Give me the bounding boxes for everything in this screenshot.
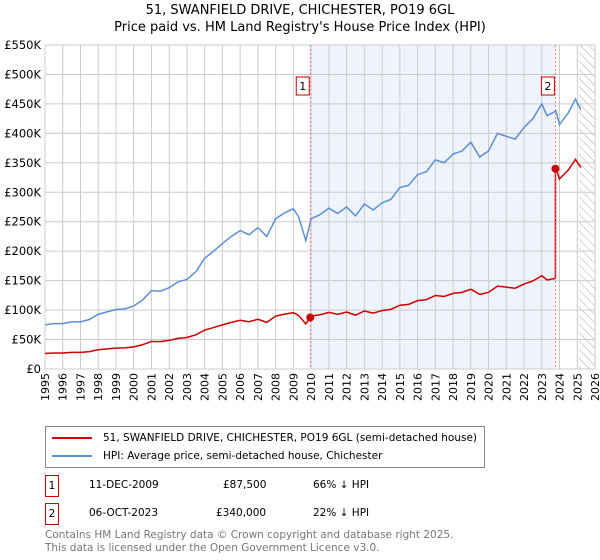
y-tick-label: £400K (4, 126, 41, 140)
x-tick-label: 2005 (216, 373, 229, 401)
x-tick-label: 1998 (92, 373, 105, 401)
price-paid-line (44, 157, 582, 355)
x-tick-label: 2009 (287, 373, 300, 401)
y-tick-label: £550K (4, 38, 41, 52)
x-tick-label: 2016 (412, 373, 425, 401)
x-tick-label: 2012 (341, 373, 354, 401)
x-tick-label: 2011 (323, 373, 336, 401)
x-tick-label: 2019 (465, 373, 478, 401)
x-tick-label: 2000 (128, 373, 141, 401)
legend-item-price: 51, SWANFIELD DRIVE, CHICHESTER, PO19 6G… (52, 430, 477, 446)
x-tick-label: 2020 (483, 373, 496, 401)
sale-price: £340,000 (216, 507, 267, 519)
x-tick-label: 2015 (394, 373, 407, 401)
x-tick-label: 2001 (145, 373, 158, 401)
sale-label: 1 (299, 80, 306, 93)
x-tick-label: 2022 (518, 373, 531, 401)
x-tick-label: 1999 (110, 373, 123, 401)
legend-item-hpi: HPI: Average price, semi-detached house,… (52, 448, 382, 464)
x-tick-label: 1995 (39, 373, 52, 401)
sale-point (306, 313, 315, 322)
x-tick-label: 2014 (376, 373, 389, 401)
y-tick-label: £300K (4, 185, 41, 199)
x-tick-label: 1996 (57, 373, 70, 401)
forecast-hatch (579, 45, 595, 369)
sale-label-box (295, 76, 310, 96)
x-tick-label: 2006 (234, 373, 247, 401)
x-tick-label: 2007 (252, 373, 265, 401)
y-tick-label: £200K (4, 244, 41, 258)
y-tick-label: £0 (26, 362, 41, 376)
y-tick-label: £100K (4, 303, 41, 317)
sale-marker: 2 (45, 503, 59, 525)
x-tick-label: 2026 (589, 373, 600, 401)
y-tick-label: £450K (4, 97, 41, 111)
legend: 51, SWANFIELD DRIVE, CHICHESTER, PO19 6G… (45, 426, 485, 468)
sale-period-shade (310, 45, 556, 369)
x-tick-label: 2017 (429, 373, 442, 401)
x-tick-label: 2008 (270, 373, 283, 401)
sale-marker: 1 (45, 475, 59, 497)
chart-title: 51, SWANFIELD DRIVE, CHICHESTER, PO19 6G… (145, 3, 455, 18)
sale-price: £87,500 (223, 479, 267, 491)
x-tick-label: 2002 (163, 373, 176, 401)
sale-date: 11-DEC-2009 (89, 479, 159, 491)
y-tick-label: £50K (12, 333, 42, 347)
footer: Contains HM Land Registry data © Crown c… (45, 529, 453, 555)
y-tick-label: £350K (4, 156, 41, 170)
y-tick-label: £500K (4, 67, 41, 81)
y-tick-label: £150K (4, 274, 41, 288)
legend-label: HPI: Average price, semi-detached house,… (103, 450, 383, 462)
x-tick-label: 1997 (74, 373, 87, 401)
x-tick-label: 2010 (305, 373, 318, 401)
legend-label: 51, SWANFIELD DRIVE, CHICHESTER, PO19 6G… (103, 432, 478, 444)
x-tick-label: 2025 (571, 373, 584, 401)
x-tick-label: 2018 (447, 373, 460, 401)
sale-hpi-diff: 66% ↓ HPI (313, 479, 370, 491)
sale-date: 06-OCT-2023 (89, 507, 158, 519)
sale-hpi-diff: 22% ↓ HPI (313, 507, 370, 519)
x-tick-label: 2013 (358, 373, 371, 401)
chart-subtitle: Price paid vs. HM Land Registry's House … (114, 20, 486, 35)
x-tick-label: 2003 (181, 373, 194, 401)
sale-label-box (540, 76, 555, 96)
x-tick-label: 2021 (500, 373, 513, 401)
sale-label: 2 (544, 80, 551, 93)
x-tick-label: 2023 (536, 373, 549, 401)
x-tick-label: 2024 (554, 373, 567, 401)
plot: £0 £50K £100K £150K £200K £250K £300K £350K £400… (4, 38, 600, 401)
y-tick-label: £250K (4, 215, 41, 229)
x-tick-label: 2004 (199, 373, 212, 401)
sale-point (551, 164, 560, 173)
hpi-line (44, 97, 582, 326)
footer-line: Contains HM Land Registry data © Crown c… (45, 529, 454, 541)
plot-border (44, 44, 596, 370)
footer-line: This data is licensed under the Open Gov… (45, 542, 380, 554)
